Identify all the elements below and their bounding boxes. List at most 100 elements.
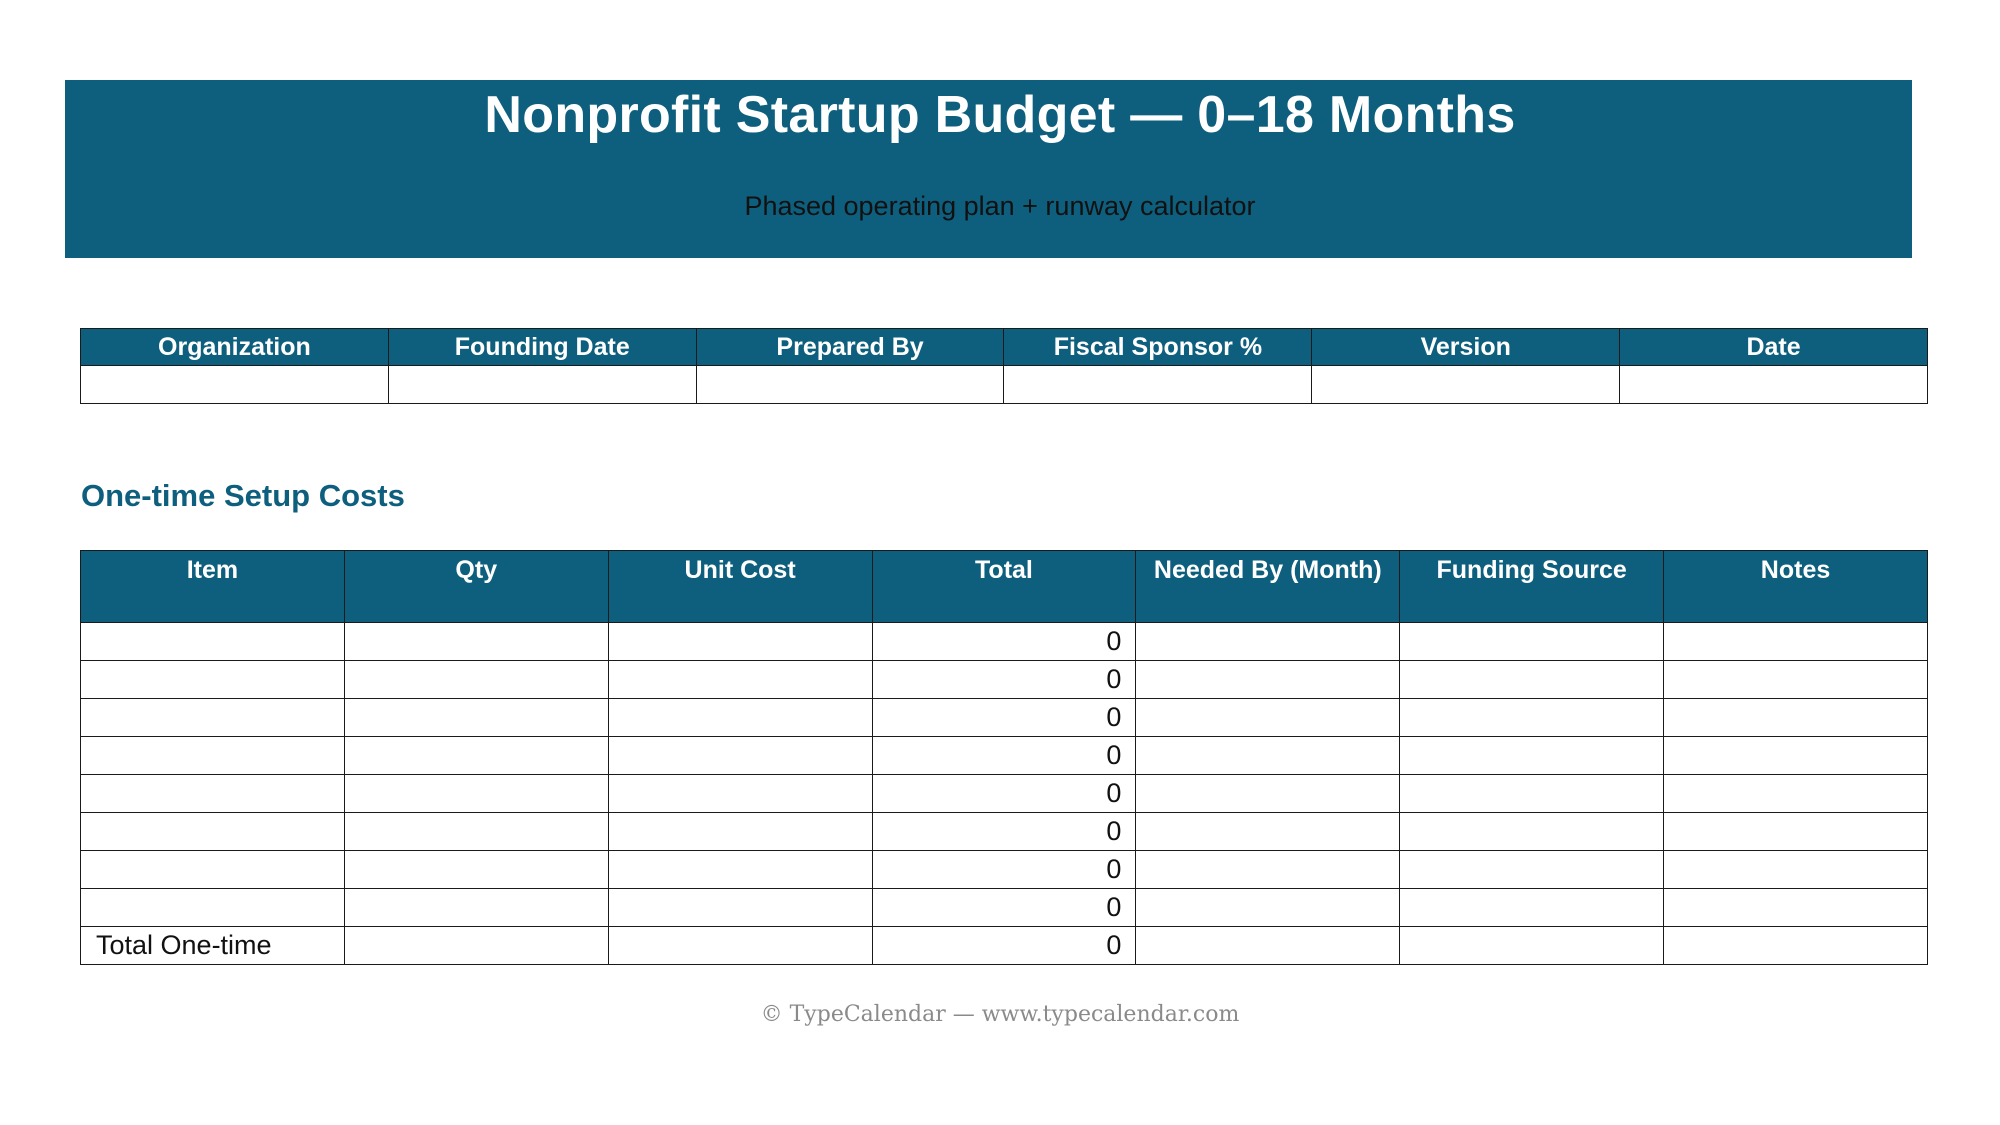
table-row: 0 [80,698,1928,737]
needed-by-cell[interactable] [1135,660,1401,699]
needed-by-cell [1135,926,1401,965]
needed-by-cell[interactable] [1135,888,1401,927]
qty-cell[interactable] [343,736,609,775]
funding-source-cell[interactable] [1399,660,1665,699]
notes-cell[interactable] [1663,850,1928,889]
needed-by-cell[interactable] [1135,812,1401,851]
page-title: Nonprofit Startup Budget — 0–18 Months [484,86,1516,144]
document-info-header-row: Organization Founding Date Prepared By F… [80,328,1928,366]
setup-costs-header-row: Item Qty Unit Cost Total Needed By (Mont… [80,550,1928,623]
item-cell[interactable] [80,850,345,889]
total-cell: 0 [871,660,1137,699]
founding-date-field[interactable] [387,365,697,404]
item-cell[interactable] [80,888,345,927]
table-row: 0 [80,850,1928,889]
unit-cost-cell[interactable] [607,774,873,813]
qty-cell [343,926,609,965]
grand-total-cell: 0 [871,926,1137,965]
unit-cost-cell [607,926,873,965]
total-row: Total One-time 0 [80,926,1928,965]
table-row: 0 [80,736,1928,775]
item-cell[interactable] [80,622,345,661]
funding-source-cell[interactable] [1399,698,1665,737]
needed-by-cell[interactable] [1135,774,1401,813]
prepared-by-field[interactable] [695,365,1005,404]
item-cell[interactable] [80,698,345,737]
notes-header: Notes [1663,550,1928,623]
funding-source-cell[interactable] [1399,812,1665,851]
total-cell: 0 [871,812,1137,851]
total-cell: 0 [871,736,1137,775]
date-field[interactable] [1619,365,1928,404]
copyright-footer: © TypeCalendar — www.typecalendar.com [760,1002,1240,1027]
funding-source-cell[interactable] [1399,850,1665,889]
unit-cost-cell[interactable] [607,698,873,737]
item-cell[interactable] [80,660,345,699]
item-header: Item [80,550,345,623]
unit-cost-cell[interactable] [607,888,873,927]
title-banner [65,80,1912,258]
setup-costs-body: 0 0 0 0 [80,622,1928,965]
item-cell[interactable] [80,812,345,851]
prepared-by-header: Prepared By [695,328,1005,366]
table-row: 0 [80,774,1928,813]
notes-cell [1663,926,1928,965]
notes-cell[interactable] [1663,774,1928,813]
qty-cell[interactable] [343,774,609,813]
founding-date-header: Founding Date [387,328,697,366]
qty-cell[interactable] [343,812,609,851]
notes-cell[interactable] [1663,812,1928,851]
unit-cost-cell[interactable] [607,660,873,699]
document-info-row [80,365,1928,404]
needed-by-cell[interactable] [1135,736,1401,775]
funding-source-header: Funding Source [1399,550,1665,623]
table-row: 0 [80,812,1928,851]
qty-cell[interactable] [343,850,609,889]
funding-source-cell[interactable] [1399,736,1665,775]
unit-cost-header: Unit Cost [607,550,873,623]
funding-source-cell[interactable] [1399,774,1665,813]
item-cell[interactable] [80,736,345,775]
notes-cell[interactable] [1663,736,1928,775]
version-field[interactable] [1311,365,1621,404]
item-cell[interactable] [80,774,345,813]
table-row: 0 [80,888,1928,927]
table-row: 0 [80,622,1928,661]
page-subtitle: Phased operating plan + runway calculato… [744,191,1256,221]
total-header: Total [871,550,1137,623]
needed-by-cell[interactable] [1135,850,1401,889]
funding-source-cell[interactable] [1399,888,1665,927]
qty-header: Qty [343,550,609,623]
notes-cell[interactable] [1663,888,1928,927]
fiscal-sponsor-field[interactable] [1003,365,1313,404]
table-row: 0 [80,660,1928,699]
funding-source-cell[interactable] [1399,622,1665,661]
date-header: Date [1619,328,1928,366]
notes-cell[interactable] [1663,660,1928,699]
funding-source-cell [1399,926,1665,965]
notes-cell[interactable] [1663,698,1928,737]
notes-cell[interactable] [1663,622,1928,661]
needed-by-cell[interactable] [1135,698,1401,737]
qty-cell[interactable] [343,698,609,737]
needed-by-cell[interactable] [1135,622,1401,661]
total-cell: 0 [871,622,1137,661]
unit-cost-cell[interactable] [607,736,873,775]
section-title-setup-costs: One-time Setup Costs [81,478,405,513]
setup-costs-table: Item Qty Unit Cost Total Needed By (Mont… [80,550,1928,965]
fiscal-sponsor-header: Fiscal Sponsor % [1003,328,1313,366]
organization-field[interactable] [80,365,389,404]
total-cell: 0 [871,698,1137,737]
version-header: Version [1311,328,1621,366]
document-info-table: Organization Founding Date Prepared By F… [80,328,1928,404]
qty-cell[interactable] [343,888,609,927]
qty-cell[interactable] [343,622,609,661]
unit-cost-cell[interactable] [607,850,873,889]
unit-cost-cell[interactable] [607,812,873,851]
total-cell: 0 [871,850,1137,889]
organization-header: Organization [80,328,389,366]
qty-cell[interactable] [343,660,609,699]
needed-by-header: Needed By (Month) [1135,550,1401,623]
total-row-label: Total One-time [80,926,345,965]
unit-cost-cell[interactable] [607,622,873,661]
